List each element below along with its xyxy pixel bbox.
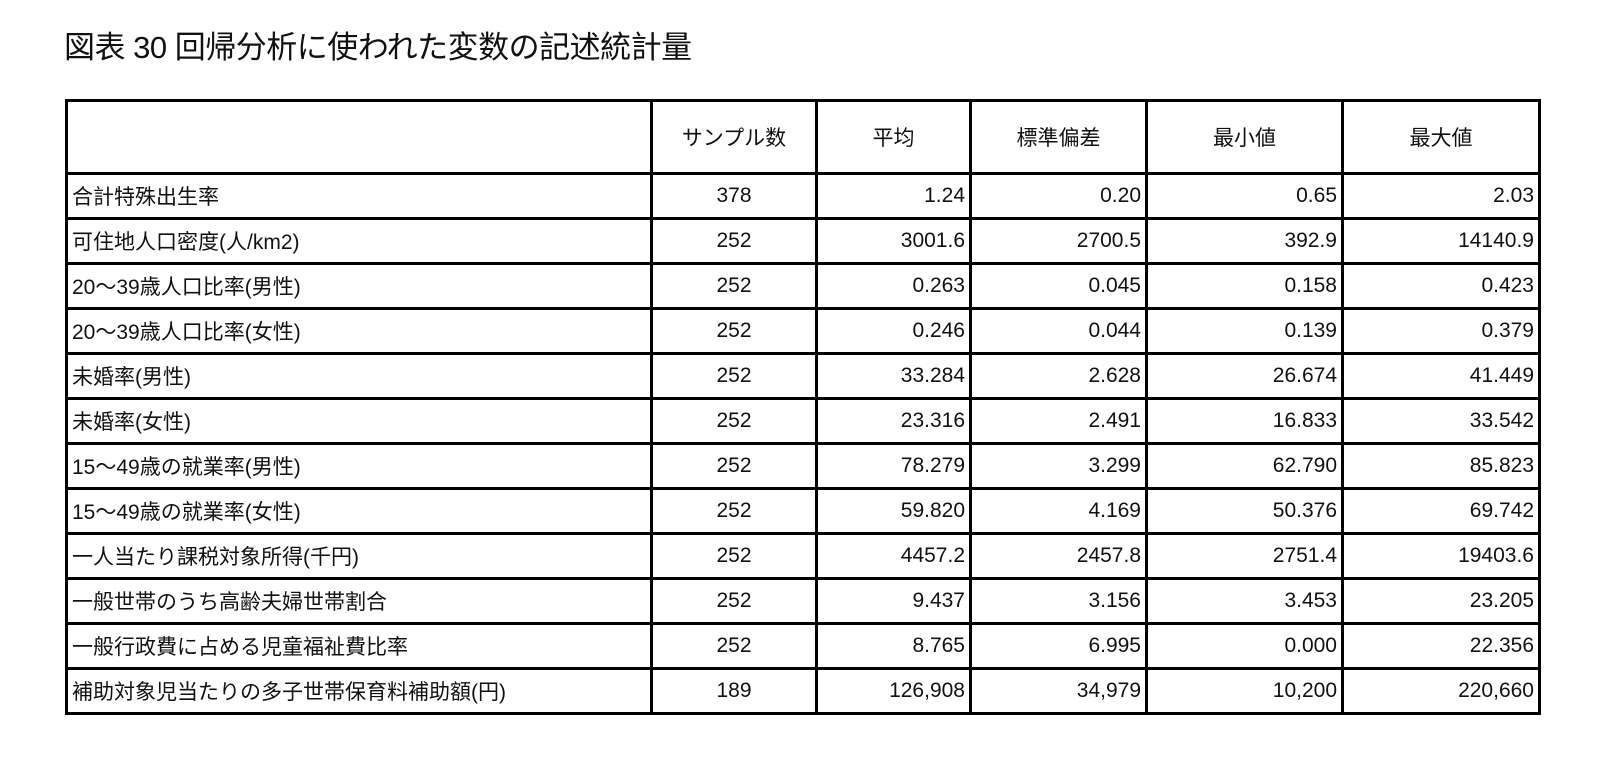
sample-size: 252 (650, 442, 818, 490)
max-value: 23.205 (1341, 577, 1541, 625)
sample-size: 252 (650, 487, 818, 535)
sample-size: 252 (650, 262, 818, 310)
figure-title: 図表 30 回帰分析に使われた変数の記述統計量 (64, 30, 692, 65)
table-row: 未婚率(男性) 252 33.284 2.628 26.674 41.449 (65, 352, 1541, 400)
mean-value: 23.316 (815, 397, 972, 445)
min-value: 16.833 (1145, 397, 1344, 445)
header-std-dev: 標準偏差 (969, 99, 1148, 175)
std-dev-value: 0.044 (969, 307, 1148, 355)
max-value: 0.379 (1341, 307, 1541, 355)
table-row: 15～49歳の就業率(男性) 252 78.279 3.299 62.790 8… (65, 442, 1541, 490)
mean-value: 8.765 (815, 622, 972, 670)
mean-value: 126,908 (815, 667, 972, 715)
sample-size: 252 (650, 217, 818, 265)
table-row: 15～49歳の就業率(女性) 252 59.820 4.169 50.376 6… (65, 487, 1541, 535)
std-dev-value: 3.156 (969, 577, 1148, 625)
table-row: 一人当たり課税対象所得(千円) 252 4457.2 2457.8 2751.4… (65, 532, 1541, 580)
variable-name: 補助対象児当たりの多子世帯保育料補助額(円) (65, 667, 653, 715)
table-row: 20～39歳人口比率(女性) 252 0.246 0.044 0.139 0.3… (65, 307, 1541, 355)
header-row: サンプル数 平均 標準偏差 最小値 最大値 (65, 99, 1541, 175)
mean-value: 0.246 (815, 307, 972, 355)
descriptive-statistics-table: サンプル数 平均 標準偏差 最小値 最大値 合計特殊出生率 378 1.24 0… (65, 99, 1541, 715)
min-value: 50.376 (1145, 487, 1344, 535)
mean-value: 9.437 (815, 577, 972, 625)
header-mean: 平均 (815, 99, 972, 175)
mean-value: 3001.6 (815, 217, 972, 265)
max-value: 0.423 (1341, 262, 1541, 310)
header-min: 最小値 (1145, 99, 1344, 175)
min-value: 0.65 (1145, 172, 1344, 220)
max-value: 19403.6 (1341, 532, 1541, 580)
variable-name: 15～49歳の就業率(女性) (65, 487, 653, 535)
sample-size: 252 (650, 307, 818, 355)
std-dev-value: 2.491 (969, 397, 1148, 445)
max-value: 33.542 (1341, 397, 1541, 445)
table-row: 補助対象児当たりの多子世帯保育料補助額(円) 189 126,908 34,97… (65, 667, 1541, 715)
min-value: 0.139 (1145, 307, 1344, 355)
header-max: 最大値 (1341, 99, 1541, 175)
table-row: 可住地人口密度(人/km2) 252 3001.6 2700.5 392.9 1… (65, 217, 1541, 265)
min-value: 2751.4 (1145, 532, 1344, 580)
variable-name: 一般行政費に占める児童福祉費比率 (65, 622, 653, 670)
max-value: 85.823 (1341, 442, 1541, 490)
mean-value: 1.24 (815, 172, 972, 220)
std-dev-value: 2.628 (969, 352, 1148, 400)
std-dev-value: 3.299 (969, 442, 1148, 490)
sample-size: 252 (650, 352, 818, 400)
sample-size: 189 (650, 667, 818, 715)
max-value: 14140.9 (1341, 217, 1541, 265)
variable-name: 一人当たり課税対象所得(千円) (65, 532, 653, 580)
std-dev-value: 0.20 (969, 172, 1148, 220)
max-value: 69.742 (1341, 487, 1541, 535)
mean-value: 4457.2 (815, 532, 972, 580)
mean-value: 59.820 (815, 487, 972, 535)
table-row: 一般行政費に占める児童福祉費比率 252 8.765 6.995 0.000 2… (65, 622, 1541, 670)
min-value: 0.000 (1145, 622, 1344, 670)
std-dev-value: 6.995 (969, 622, 1148, 670)
max-value: 220,660 (1341, 667, 1541, 715)
min-value: 26.674 (1145, 352, 1344, 400)
sample-size: 252 (650, 577, 818, 625)
table-row: 未婚率(女性) 252 23.316 2.491 16.833 33.542 (65, 397, 1541, 445)
table-row: 一般世帯のうち高齢夫婦世帯割合 252 9.437 3.156 3.453 23… (65, 577, 1541, 625)
sample-size: 378 (650, 172, 818, 220)
sample-size: 252 (650, 622, 818, 670)
variable-name: 未婚率(男性) (65, 352, 653, 400)
max-value: 2.03 (1341, 172, 1541, 220)
min-value: 62.790 (1145, 442, 1344, 490)
std-dev-value: 2700.5 (969, 217, 1148, 265)
std-dev-value: 4.169 (969, 487, 1148, 535)
variable-name: 15～49歳の就業率(男性) (65, 442, 653, 490)
variable-name: 合計特殊出生率 (65, 172, 653, 220)
sample-size: 252 (650, 397, 818, 445)
max-value: 22.356 (1341, 622, 1541, 670)
header-sample-size: サンプル数 (650, 99, 818, 175)
mean-value: 33.284 (815, 352, 972, 400)
mean-value: 0.263 (815, 262, 972, 310)
mean-value: 78.279 (815, 442, 972, 490)
variable-name: 20～39歳人口比率(男性) (65, 262, 653, 310)
variable-name: 一般世帯のうち高齢夫婦世帯割合 (65, 577, 653, 625)
std-dev-value: 34,979 (969, 667, 1148, 715)
table-row: 合計特殊出生率 378 1.24 0.20 0.65 2.03 (65, 172, 1541, 220)
std-dev-value: 0.045 (969, 262, 1148, 310)
header-variable (65, 99, 653, 175)
min-value: 392.9 (1145, 217, 1344, 265)
max-value: 41.449 (1341, 352, 1541, 400)
sample-size: 252 (650, 532, 818, 580)
min-value: 10,200 (1145, 667, 1344, 715)
variable-name: 可住地人口密度(人/km2) (65, 217, 653, 265)
table-row: 20～39歳人口比率(男性) 252 0.263 0.045 0.158 0.4… (65, 262, 1541, 310)
variable-name: 未婚率(女性) (65, 397, 653, 445)
min-value: 3.453 (1145, 577, 1344, 625)
std-dev-value: 2457.8 (969, 532, 1148, 580)
variable-name: 20～39歳人口比率(女性) (65, 307, 653, 355)
min-value: 0.158 (1145, 262, 1344, 310)
